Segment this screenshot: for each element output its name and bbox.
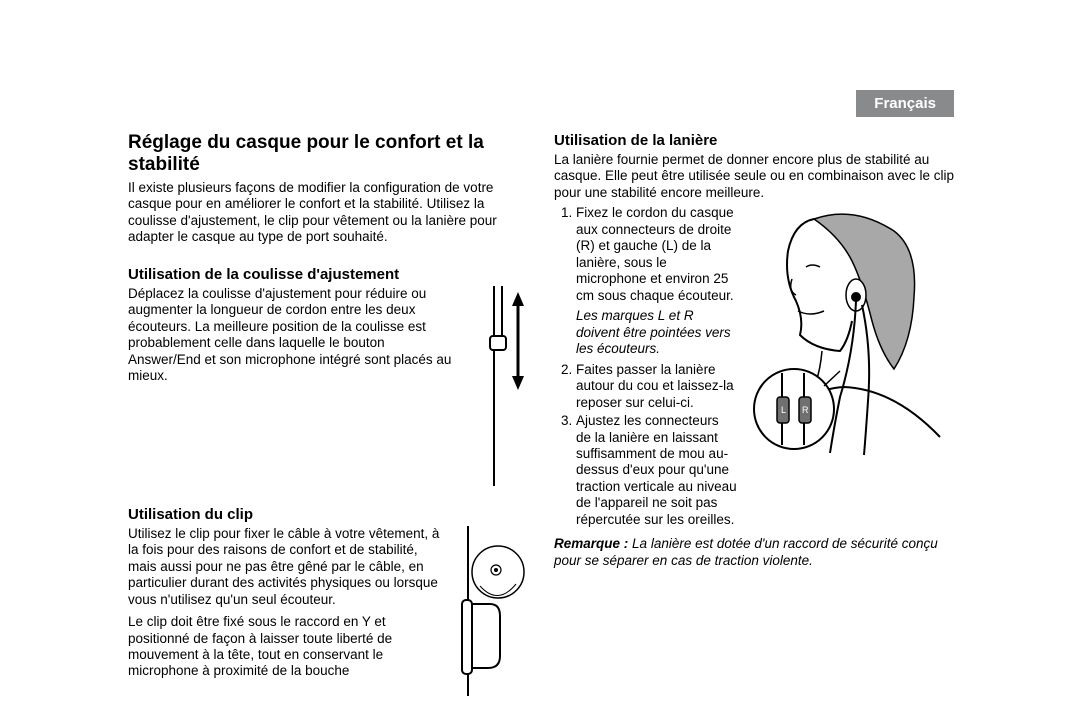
section-clip-p1: Utilisez le clip pour fixer le câble à v… — [128, 526, 440, 608]
adjust-slider-figure — [470, 286, 530, 486]
remark-label: Remarque : — [554, 536, 628, 551]
left-column: Réglage du casque pour le confort et la … — [128, 132, 530, 696]
lanyard-italic-note: Les marques L et R doivent être pointées… — [576, 308, 736, 357]
section-adjust-title: Utilisation de la coulisse d'ajustement — [128, 266, 530, 283]
clip-figure — [450, 526, 530, 696]
lanyard-figure: L R — [744, 201, 954, 461]
lanyard-remark: Remarque : La lanière est dotée d'un rac… — [554, 536, 954, 569]
svg-text:R: R — [802, 405, 809, 415]
svg-text:L: L — [781, 405, 786, 415]
section-lanyard-intro: La lanière fournie permet de donner enco… — [554, 152, 954, 201]
lanyard-step-2: Faites passer la lanière autour du cou e… — [576, 362, 746, 411]
section-lanyard-title: Utilisation de la lanière — [554, 132, 954, 149]
section-clip-title: Utilisation du clip — [128, 506, 530, 523]
lanyard-step-3: Ajustez les connecteurs de la lanière en… — [576, 413, 746, 528]
intro-paragraph: Il existe plusieurs façons de modifier l… — [128, 180, 530, 246]
language-tab: Français — [856, 90, 954, 117]
section-clip-p2: Le clip doit être fixé sous le raccord e… — [128, 614, 440, 680]
page-title: Réglage du casque pour le confort et la … — [128, 132, 530, 177]
section-adjust-text: Déplacez la coulisse d'ajustement pour r… — [128, 286, 460, 385]
right-column: Utilisation de la lanière La lanière fou… — [554, 132, 954, 696]
